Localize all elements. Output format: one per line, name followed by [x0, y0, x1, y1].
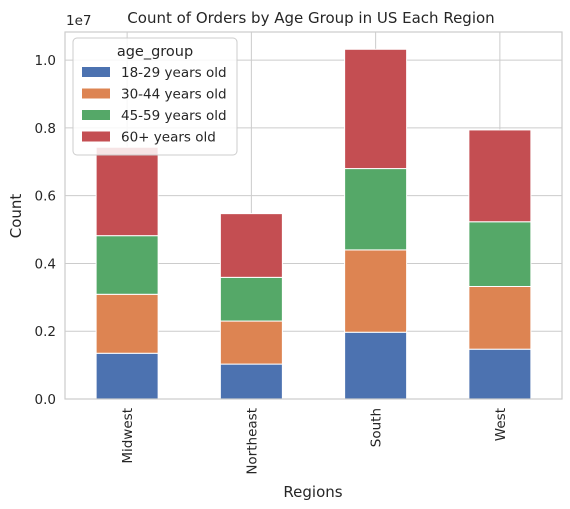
bar-segment	[344, 48, 408, 170]
y-tick-label: 0.2	[35, 324, 56, 340]
bar-segment	[344, 331, 408, 400]
y-offset-text: 1e7	[66, 13, 91, 29]
x-tick-label: Midwest	[120, 408, 136, 464]
legend-title: age_group	[117, 44, 193, 60]
bar-segment	[95, 146, 159, 237]
plot-frame	[64, 31, 563, 400]
bar-segment	[219, 363, 283, 400]
x-tick-labels: Midwest Northeast South West	[120, 408, 509, 475]
bar-segment	[95, 293, 159, 354]
bar-segment	[344, 249, 408, 333]
bar-segment	[219, 213, 283, 278]
bar-segment	[468, 285, 532, 350]
y-tick-labels: 0.0 0.2 0.4 0.6 0.8 1.0	[35, 53, 56, 408]
y-tick-label: 0.0	[35, 392, 56, 408]
y-axis-title: Count	[7, 194, 25, 239]
legend-label: 30-44 years old	[121, 87, 227, 103]
bar-segment	[468, 348, 532, 400]
bar-segment	[468, 129, 532, 223]
chart-title: Count of Orders by Age Group in US Each …	[127, 9, 494, 27]
legend-swatch	[82, 131, 110, 142]
legend-label: 45-59 years old	[121, 108, 227, 124]
x-tick-label: Northeast	[244, 408, 260, 475]
bar-segment	[219, 320, 283, 365]
legend-label: 60+ years old	[121, 130, 216, 146]
bars	[95, 48, 532, 400]
x-axis-title: Regions	[283, 483, 342, 501]
legend-swatch	[82, 88, 110, 99]
bar-segment	[344, 168, 408, 251]
bar-segment	[219, 276, 283, 322]
x-tick-label: West	[493, 408, 509, 441]
legend-box	[72, 37, 238, 156]
legend-label: 18-29 years old	[121, 65, 227, 81]
legend-swatch	[82, 67, 110, 77]
legend-swatch	[82, 110, 110, 120]
y-tick-label: 0.6	[35, 189, 56, 205]
bar-segment	[95, 235, 159, 295]
bar-segment	[468, 221, 532, 287]
bar-segment	[95, 352, 159, 400]
legend: age_group 18-29 years old 30-44 years old…	[72, 37, 238, 156]
y-tick-label: 1.0	[35, 53, 56, 69]
x-tick-label: South	[369, 408, 385, 447]
y-tick-label: 0.4	[35, 256, 56, 272]
y-tick-label: 0.8	[35, 121, 56, 137]
